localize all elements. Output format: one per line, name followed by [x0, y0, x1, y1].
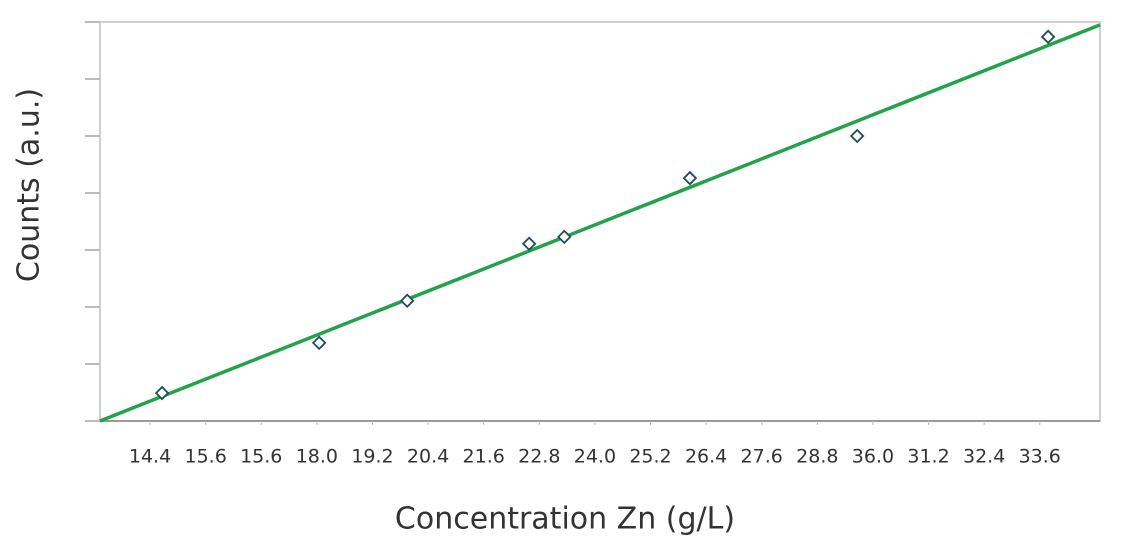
x-axis-title: Concentration Zn (g/L): [395, 502, 735, 537]
data-point: [849, 128, 865, 144]
data-point: [399, 293, 415, 309]
x-tick-label: 25.2: [629, 446, 671, 468]
x-tick-label: 32.4: [963, 446, 1005, 468]
x-tick-label: 36.0: [852, 446, 894, 468]
x-tick-label: 15.6: [240, 446, 282, 468]
data-point: [557, 229, 572, 245]
data-point: [1040, 29, 1056, 45]
x-tick-label: 15.6: [184, 446, 226, 468]
x-tick-label: 22.8: [518, 446, 560, 468]
x-tick-label: 31.2: [907, 446, 949, 468]
x-tick-label: 20.4: [407, 446, 449, 468]
x-tick-label: 18.0: [296, 446, 338, 468]
data-point: [311, 335, 327, 351]
x-tick-label: 26.4: [685, 446, 727, 468]
x-tick-label: 33.6: [1019, 446, 1061, 468]
x-tick-label: 19.2: [351, 446, 393, 468]
fit-line: [99, 23, 1101, 423]
x-tick-label: 14.4: [129, 446, 171, 468]
x-tick-label: 21.6: [463, 446, 505, 468]
data-point: [154, 385, 170, 401]
x-tick-label: 27.6: [741, 446, 783, 468]
data-point: [521, 236, 537, 252]
x-tick-label: 28.8: [796, 446, 838, 468]
data-point: [682, 170, 698, 186]
x-tick-label: 24.0: [574, 446, 616, 468]
y-axis-title: Counts (a.u.): [12, 88, 47, 282]
